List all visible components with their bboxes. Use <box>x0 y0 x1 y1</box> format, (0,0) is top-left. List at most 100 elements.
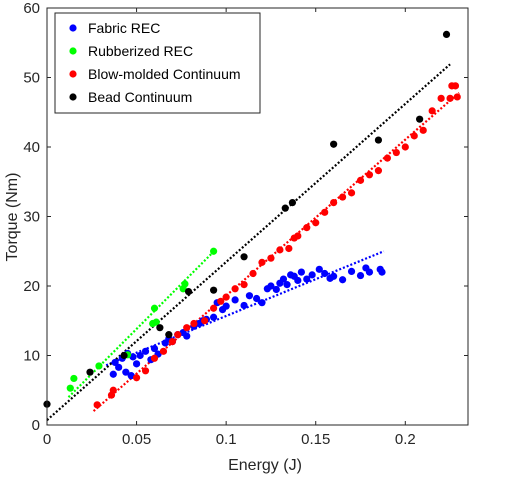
legend-box <box>54 12 261 114</box>
data-point-series-3 <box>330 140 338 148</box>
x-tick-label: 0 <box>43 431 51 448</box>
data-point-series-0 <box>253 294 261 303</box>
data-point-series-2 <box>217 297 225 305</box>
y-tick-label: 50 <box>23 70 40 87</box>
data-point-series-2 <box>150 354 159 362</box>
data-point-series-2 <box>240 281 248 289</box>
data-point-series-2 <box>231 285 239 293</box>
fit-line-3 <box>46 63 451 421</box>
plot-area <box>43 30 461 421</box>
data-point-series-0 <box>330 272 338 280</box>
y-tick-label: 30 <box>23 209 40 226</box>
data-point-series-2 <box>383 154 391 162</box>
data-point-series-3 <box>240 253 248 261</box>
legend-marker <box>69 24 77 32</box>
legend-label: Bead Continuum <box>88 89 192 105</box>
data-point-series-0 <box>222 302 230 310</box>
data-point-series-0 <box>141 347 150 355</box>
data-point-series-2 <box>190 319 198 328</box>
y-axis-label: Torque (Nm) <box>4 173 21 262</box>
data-point-series-2 <box>356 176 365 184</box>
data-point-series-0 <box>279 275 288 283</box>
data-point-series-3 <box>86 368 94 376</box>
data-point-series-1 <box>152 318 160 326</box>
data-point-series-1 <box>70 374 78 383</box>
legend-label: Blow-molded Continuum <box>88 66 241 82</box>
data-point-series-3 <box>184 287 193 296</box>
data-point-series-0 <box>240 301 248 310</box>
data-point-series-2 <box>419 126 427 134</box>
data-point-series-0 <box>183 332 191 340</box>
data-point-series-0 <box>115 363 123 371</box>
data-point-series-2 <box>453 93 461 101</box>
data-point-series-0 <box>294 276 302 285</box>
data-point-series-2 <box>109 386 117 394</box>
data-point-series-2 <box>451 82 460 90</box>
data-point-series-0 <box>258 299 266 307</box>
data-point-series-2 <box>410 132 418 140</box>
data-point-series-2 <box>392 148 400 157</box>
data-point-series-0 <box>365 268 374 276</box>
data-point-series-1 <box>66 384 74 392</box>
data-point-series-3 <box>281 204 289 212</box>
data-point-series-2 <box>159 347 168 355</box>
data-point-series-0 <box>283 281 291 289</box>
data-point-series-0 <box>210 313 218 321</box>
legend-label: Fabric REC <box>88 20 160 36</box>
data-point-series-1 <box>181 280 189 288</box>
legend: Fabric REC Rubberized REC Blow-molded Cont… <box>54 12 261 114</box>
data-point-series-2 <box>174 331 182 339</box>
data-point-series-2 <box>312 219 320 227</box>
data-point-series-2 <box>428 107 436 115</box>
data-point-series-3 <box>165 331 173 339</box>
data-point-series-2 <box>201 317 209 325</box>
legend-label: Rubberized REC <box>88 43 193 59</box>
data-point-series-2 <box>374 167 383 175</box>
fit-line-2 <box>92 91 460 412</box>
x-axis-label: Energy (J) <box>228 457 302 474</box>
data-point-series-2 <box>401 143 409 151</box>
data-point-series-2 <box>303 224 311 232</box>
axes: 0 0.05 0.1 0.15 0.2 0 10 20 30 40 50 60 <box>23 0 469 448</box>
data-point-series-2 <box>249 269 257 278</box>
data-point-series-0 <box>338 276 347 284</box>
data-point-series-2 <box>330 199 338 207</box>
y-tick-label: 40 <box>23 139 40 156</box>
data-point-series-1 <box>210 247 218 255</box>
data-point-series-3 <box>416 115 424 123</box>
data-point-series-0 <box>231 296 239 304</box>
legend-marker <box>69 47 77 55</box>
data-point-series-0 <box>122 368 130 376</box>
data-point-series-0 <box>297 268 305 276</box>
data-point-series-3 <box>288 199 297 207</box>
data-point-series-1 <box>95 362 103 370</box>
x-tick-label: 0.2 <box>395 431 416 448</box>
x-tick-label: 0.15 <box>301 431 330 448</box>
data-point-series-0 <box>109 370 117 378</box>
data-point-series-2 <box>285 244 293 253</box>
data-point-series-0 <box>308 271 316 279</box>
data-point-series-0 <box>132 360 141 368</box>
data-point-series-0 <box>321 269 329 278</box>
data-point-series-0 <box>272 285 280 294</box>
data-point-series-3 <box>210 286 218 294</box>
data-point-series-2 <box>168 338 177 346</box>
x-tick-label: 0.1 <box>216 431 237 448</box>
data-point-series-2 <box>183 324 191 332</box>
data-point-series-2 <box>347 189 356 197</box>
data-point-series-2 <box>294 232 302 240</box>
data-point-series-2 <box>276 246 284 254</box>
data-point-series-0 <box>267 282 275 290</box>
data-point-series-1 <box>150 304 159 312</box>
data-point-series-2 <box>321 208 329 216</box>
data-point-series-2 <box>365 171 374 179</box>
data-point-series-0 <box>378 268 386 276</box>
data-point-series-0 <box>356 271 365 280</box>
data-point-series-3 <box>442 30 451 39</box>
y-tick-label: 60 <box>23 0 40 17</box>
data-point-series-0 <box>150 344 159 353</box>
data-point-series-3 <box>156 324 164 332</box>
data-point-series-2 <box>446 94 454 102</box>
data-point-series-2 <box>93 401 101 409</box>
